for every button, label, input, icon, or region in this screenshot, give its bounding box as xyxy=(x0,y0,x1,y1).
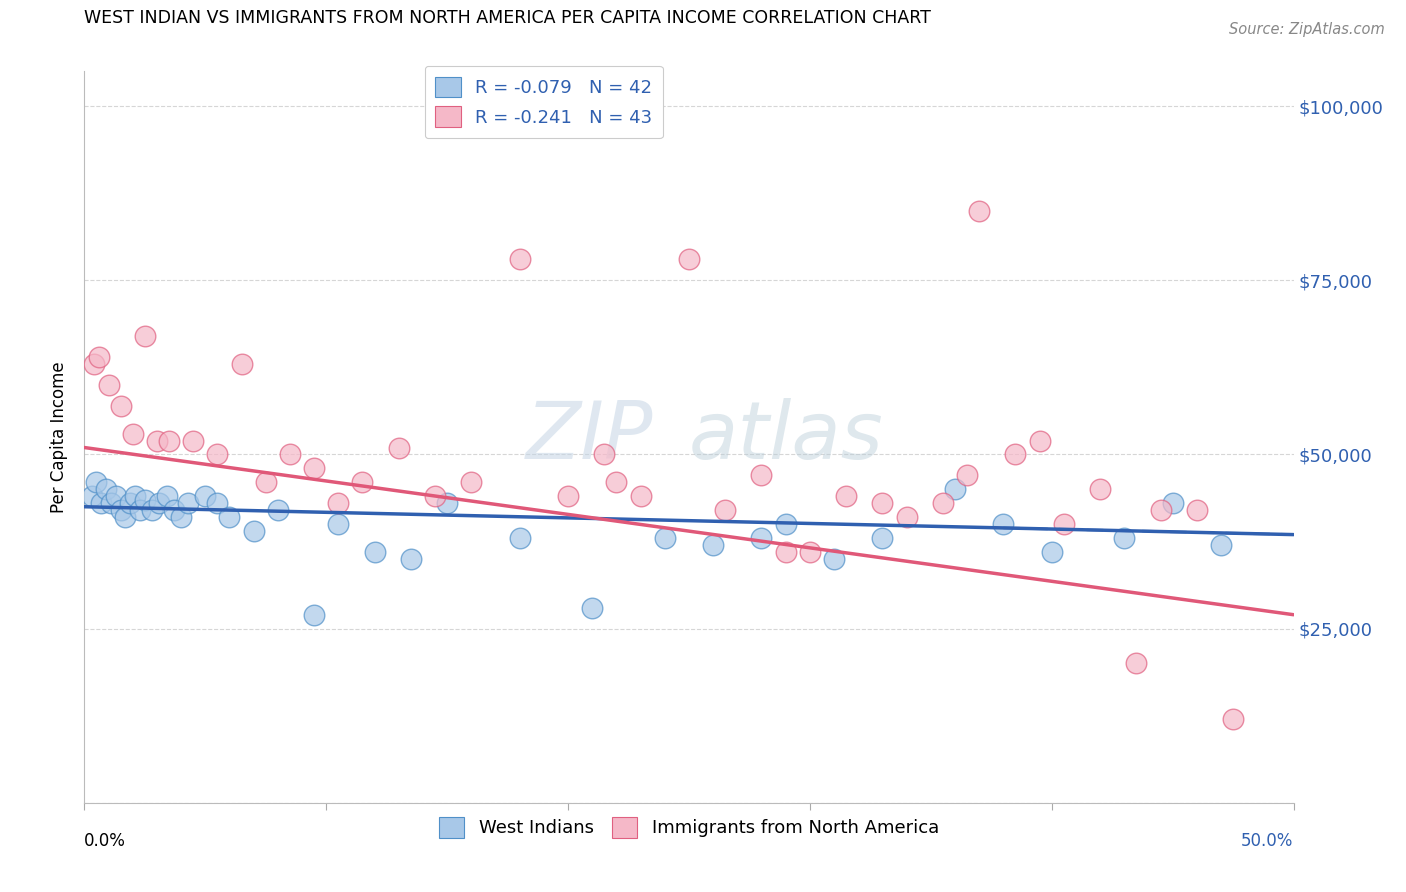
Legend: West Indians, Immigrants from North America: West Indians, Immigrants from North Amer… xyxy=(432,810,946,845)
Point xyxy=(87,350,110,364)
Point xyxy=(799,545,821,559)
Point xyxy=(83,357,105,371)
Point xyxy=(1125,657,1147,671)
Point xyxy=(630,489,652,503)
Point xyxy=(100,496,122,510)
Point xyxy=(1149,503,1171,517)
Y-axis label: Per Capita Income: Per Capita Income xyxy=(51,361,69,513)
Point xyxy=(194,489,217,503)
Point xyxy=(896,510,918,524)
Text: atlas: atlas xyxy=(689,398,884,476)
Point xyxy=(181,434,204,448)
Text: 0.0%: 0.0% xyxy=(84,832,127,850)
Point xyxy=(148,496,170,510)
Point xyxy=(509,252,531,267)
Point xyxy=(557,489,579,503)
Point xyxy=(110,503,132,517)
Point xyxy=(163,503,186,517)
Point xyxy=(134,329,156,343)
Point xyxy=(207,448,229,462)
Point xyxy=(302,461,325,475)
Point xyxy=(242,524,264,538)
Point xyxy=(90,496,112,510)
Point xyxy=(751,468,773,483)
Point xyxy=(1040,545,1063,559)
Point xyxy=(593,448,616,462)
Point xyxy=(605,475,627,490)
Text: WEST INDIAN VS IMMIGRANTS FROM NORTH AMERICA PER CAPITA INCOME CORRELATION CHART: WEST INDIAN VS IMMIGRANTS FROM NORTH AME… xyxy=(84,10,931,28)
Point xyxy=(278,448,301,462)
Point xyxy=(302,607,325,622)
Point xyxy=(993,517,1015,532)
Point xyxy=(872,531,894,545)
Point xyxy=(956,468,979,483)
Text: ZIP: ZIP xyxy=(526,398,652,476)
Point xyxy=(1222,712,1244,726)
Point xyxy=(872,496,894,510)
Point xyxy=(581,600,603,615)
Point xyxy=(97,377,120,392)
Point xyxy=(1209,538,1232,552)
Point xyxy=(654,531,676,545)
Point xyxy=(207,496,229,510)
Point xyxy=(129,503,152,517)
Point xyxy=(114,510,136,524)
Point xyxy=(1088,483,1111,497)
Point xyxy=(775,545,797,559)
Point xyxy=(110,399,132,413)
Point xyxy=(155,489,177,503)
Point xyxy=(177,496,200,510)
Point xyxy=(436,496,458,510)
Point xyxy=(170,510,193,524)
Point xyxy=(1185,503,1208,517)
Point xyxy=(399,552,422,566)
Point xyxy=(328,517,350,532)
Point xyxy=(134,492,156,507)
Point xyxy=(231,357,253,371)
Point xyxy=(80,489,103,503)
Point xyxy=(328,496,350,510)
Point xyxy=(835,489,858,503)
Point xyxy=(714,503,737,517)
Point xyxy=(121,426,143,441)
Point xyxy=(363,545,385,559)
Text: Source: ZipAtlas.com: Source: ZipAtlas.com xyxy=(1229,22,1385,37)
Point xyxy=(1161,496,1184,510)
Point xyxy=(146,434,169,448)
Point xyxy=(104,489,127,503)
Text: 50.0%: 50.0% xyxy=(1241,832,1294,850)
Point xyxy=(1028,434,1050,448)
Point xyxy=(94,483,117,497)
Point xyxy=(775,517,797,532)
Point xyxy=(124,489,146,503)
Point xyxy=(86,475,108,490)
Point xyxy=(967,203,990,218)
Point xyxy=(509,531,531,545)
Point xyxy=(943,483,966,497)
Point xyxy=(120,496,142,510)
Point xyxy=(267,503,290,517)
Point xyxy=(352,475,374,490)
Point xyxy=(751,531,773,545)
Point xyxy=(218,510,240,524)
Point xyxy=(1053,517,1076,532)
Point xyxy=(678,252,700,267)
Point xyxy=(1004,448,1026,462)
Point xyxy=(702,538,724,552)
Point xyxy=(1114,531,1136,545)
Point xyxy=(157,434,180,448)
Point xyxy=(388,441,411,455)
Point xyxy=(423,489,446,503)
Point xyxy=(460,475,482,490)
Point xyxy=(254,475,277,490)
Point xyxy=(823,552,845,566)
Point xyxy=(141,503,163,517)
Point xyxy=(932,496,955,510)
